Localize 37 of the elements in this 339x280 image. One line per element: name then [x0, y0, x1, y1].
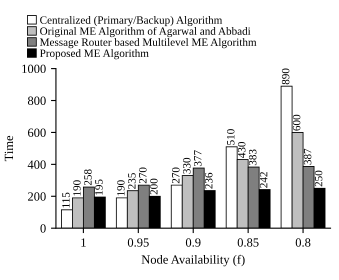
legend-label: Proposed ME Algorithm: [40, 49, 149, 60]
data-label: 190: [73, 180, 81, 196]
data-label: 387: [304, 148, 312, 165]
y-tick-label: 200: [28, 192, 46, 201]
y-tick-label: 1000: [22, 64, 46, 74]
x-tick-label: 0.85: [238, 238, 259, 247]
legend-label: Centralized (Primary/Backup) Algorithm: [40, 16, 222, 26]
data-label: 383: [248, 149, 256, 166]
y-tick-label: 400: [28, 160, 46, 169]
data-label: 600: [292, 114, 300, 131]
data-label: 190: [117, 180, 125, 196]
data-label: 270: [172, 167, 180, 184]
data-label: 242: [260, 172, 268, 188]
data-label: 377: [194, 150, 202, 166]
data-label: 200: [150, 178, 158, 194]
y-tick-label: 600: [28, 128, 46, 137]
x-axis-title: Node Availability (f): [142, 254, 245, 266]
data-label: 258: [84, 169, 92, 186]
legend-label: Original ME Algorithm of Agarwal and Abbadi: [40, 26, 251, 38]
data-label: 236: [205, 172, 212, 189]
data-label: 330: [183, 158, 191, 174]
y-tick-label: 0: [40, 224, 46, 233]
legend-label: Message Router based Multilevel ME Algorithm: [40, 38, 256, 48]
data-label: 235: [128, 173, 136, 189]
x-tick-label: 0.8: [296, 238, 310, 247]
data-label: 115: [62, 192, 70, 208]
x-tick-label: 0.9: [186, 238, 201, 247]
data-label: 250: [314, 170, 322, 186]
x-tick-label: 1: [81, 238, 86, 247]
y-tick-label: 800: [28, 96, 46, 105]
data-label: 430: [238, 142, 246, 158]
data-label: 195: [95, 179, 103, 195]
data-label: 510: [226, 129, 234, 145]
y-axis-title: Time: [4, 136, 14, 162]
x-tick-label: 0.95: [128, 238, 149, 247]
data-label: 270: [139, 167, 147, 184]
data-label: 890: [282, 68, 290, 84]
